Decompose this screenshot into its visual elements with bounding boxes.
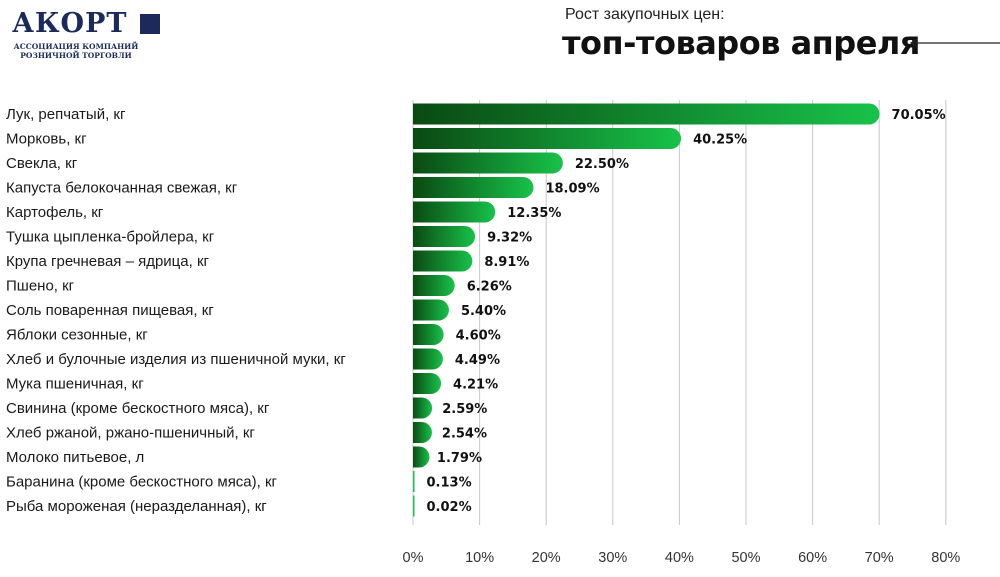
- category-label: Крупа гречневая – ядрица, кг: [6, 253, 210, 270]
- value-label: 18.09%: [545, 182, 599, 197]
- value-label: 12.35%: [507, 206, 561, 221]
- x-tick-label: 60%: [798, 550, 827, 566]
- bar: [413, 103, 880, 125]
- category-label: Капуста белокочанная свежая, кг: [6, 180, 238, 197]
- value-label: 6.26%: [467, 280, 512, 295]
- x-tick-label: 10%: [465, 550, 494, 566]
- akort-logo: АКОРТ АССОЦИАЦИЯ КОМПАНИЙ РОЗНИЧНОЙ ТОРГ…: [12, 10, 162, 60]
- value-label: 2.59%: [442, 402, 487, 417]
- value-label: 70.05%: [892, 108, 946, 123]
- bar: [413, 495, 415, 517]
- bar: [413, 177, 534, 198]
- bar: [413, 422, 432, 443]
- value-label: 0.02%: [427, 500, 472, 515]
- bar: [413, 152, 563, 174]
- value-label: 4.21%: [453, 378, 498, 393]
- bar: [413, 128, 682, 149]
- x-tick-label: 70%: [865, 550, 894, 566]
- bar: [413, 348, 443, 370]
- x-tick-label: 20%: [532, 550, 561, 566]
- value-label: 9.32%: [487, 231, 532, 246]
- value-label: 2.54%: [442, 427, 487, 442]
- value-label: 4.60%: [456, 329, 501, 344]
- value-label: 5.40%: [461, 304, 506, 319]
- x-tick-label: 50%: [731, 550, 760, 566]
- category-label: Свекла, кг: [6, 155, 78, 172]
- value-label: 8.91%: [484, 255, 529, 270]
- category-label: Мука пшеничная, кг: [6, 376, 144, 393]
- category-label: Рыба мороженая (неразделанная), кг: [6, 498, 267, 515]
- chart-subtitle: Рост закупочных цен:: [565, 6, 725, 23]
- value-label: 40.25%: [693, 133, 747, 148]
- bar: [413, 226, 476, 247]
- category-label: Свинина (кроме бескостного мяса), кг: [6, 400, 270, 417]
- category-label: Соль поваренная пищевая, кг: [6, 302, 214, 319]
- category-label: Баранина (кроме бескостного мяса), кг: [6, 474, 278, 491]
- bar: [413, 299, 449, 321]
- bar: [413, 397, 433, 419]
- logo-tagline-1: АССОЦИАЦИЯ КОМПАНИЙ: [13, 42, 139, 51]
- bar: [413, 201, 496, 223]
- bar: [413, 373, 442, 394]
- bar: [413, 250, 473, 272]
- value-label: 1.79%: [437, 451, 482, 466]
- bar: [413, 446, 430, 468]
- value-label: 4.49%: [455, 353, 500, 368]
- logo-wordmark: АКОРТ: [12, 8, 128, 39]
- category-label: Хлеб и булочные изделия из пшеничной мук…: [6, 351, 346, 368]
- x-tick-label: 80%: [931, 550, 960, 566]
- logo-tagline-2: РОЗНИЧНОЙ ТОРГОВЛИ: [20, 51, 132, 60]
- logo-square-icon: [140, 14, 160, 34]
- bar: [413, 324, 444, 345]
- x-tick-label: 40%: [665, 550, 694, 566]
- category-label: Пшено, кг: [6, 278, 75, 295]
- category-label: Лук, репчатый, кг: [6, 106, 126, 123]
- category-label: Морковь, кг: [6, 131, 87, 148]
- chart-title: топ-товаров апреля: [562, 24, 920, 62]
- arrow-left-icon: [909, 38, 1000, 48]
- bar: [413, 275, 455, 296]
- value-label: 22.50%: [575, 157, 629, 172]
- category-label: Тушка цыпленка-бройлера, кг: [6, 229, 215, 246]
- category-label: Яблоки сезонные, кг: [6, 327, 148, 344]
- value-label: 0.13%: [427, 476, 472, 491]
- bar: [413, 471, 415, 492]
- category-label: Молоко питьевое, л: [6, 449, 144, 466]
- x-tick-label: 0%: [403, 550, 424, 566]
- category-label: Хлеб ржаной, ржано-пшеничный, кг: [6, 425, 255, 442]
- category-label: Картофель, кг: [6, 204, 104, 221]
- x-tick-label: 30%: [598, 550, 627, 566]
